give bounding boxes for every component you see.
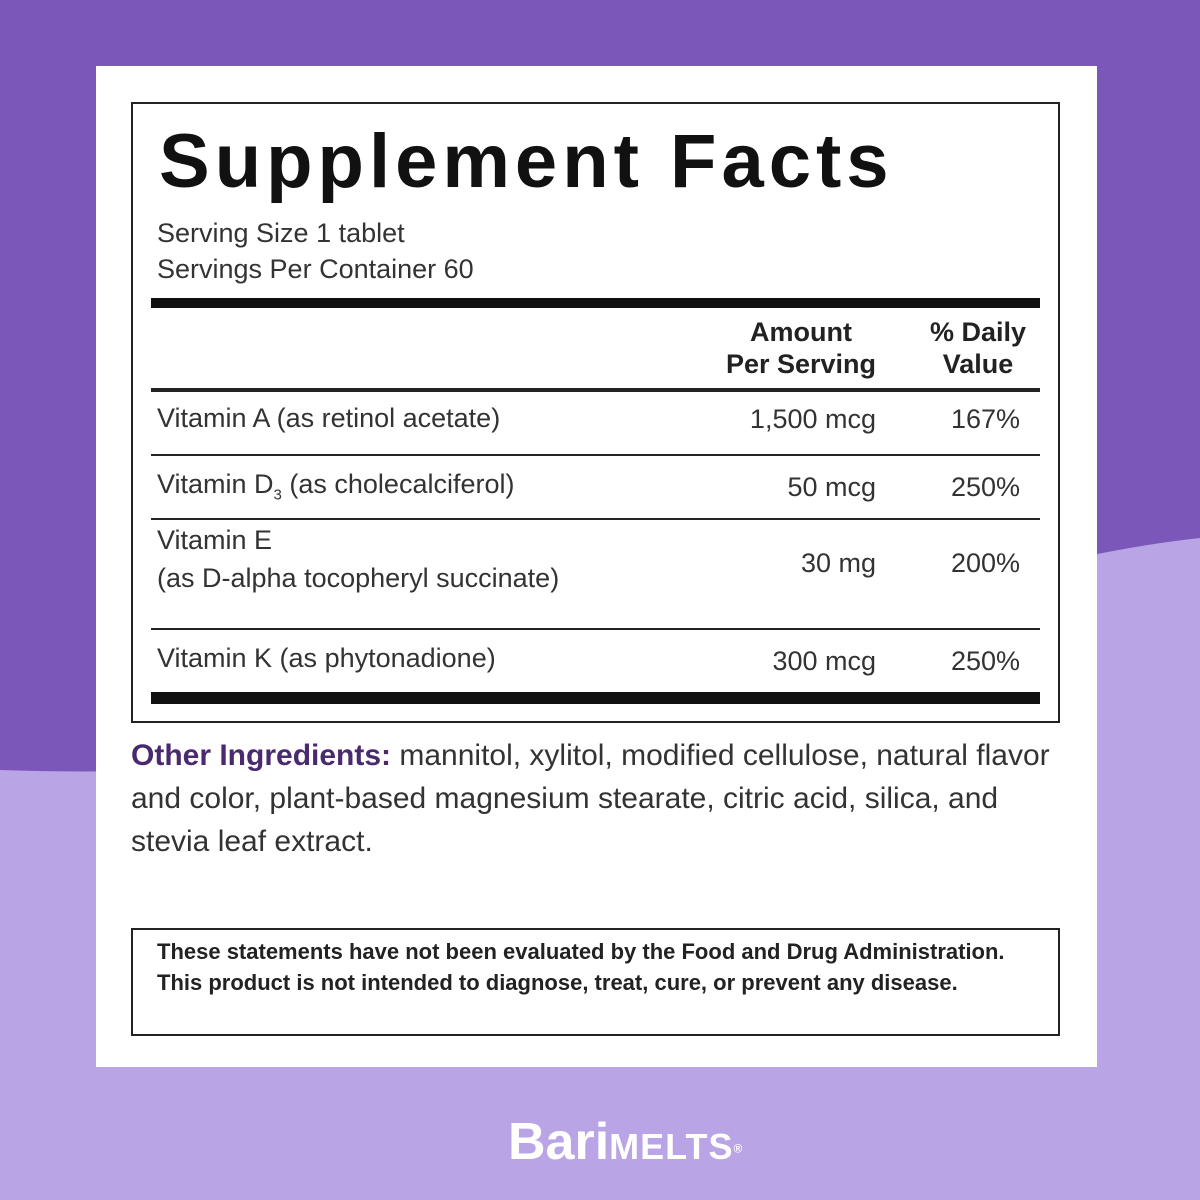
divider <box>151 518 1040 520</box>
serving-size: Serving Size 1 tablet <box>157 218 405 248</box>
table-row: Vitamin E (as D-alpha tocopheryl succina… <box>151 520 1040 628</box>
thick-divider <box>151 692 1040 704</box>
registered-mark: ® <box>733 1141 743 1156</box>
logo-part: Bari <box>508 1113 610 1171</box>
dv-header-line2: Value <box>942 349 1014 379</box>
label-card: Supplement Facts Serving Size 1 tablet S… <box>96 66 1097 1067</box>
divider <box>151 388 1040 392</box>
amount-header: Amount Per Serving <box>711 316 891 380</box>
table-row: Vitamin A (as retinol acetate) 1,500 mcg… <box>151 394 1040 454</box>
amount: 300 mcg <box>772 646 876 676</box>
supplement-facts-panel: Supplement Facts Serving Size 1 tablet S… <box>131 102 1060 723</box>
daily-value-header: % Daily Value <box>913 316 1043 380</box>
fda-disclaimer: These statements have not been evaluated… <box>131 928 1060 1036</box>
nutrient-name: Vitamin A (as retinol acetate) <box>157 403 501 433</box>
logo-part: MELTS <box>609 1126 734 1167</box>
name-part: Vitamin D <box>157 469 274 499</box>
amount: 30 mg <box>800 548 876 578</box>
nutrient-name: Vitamin E <box>157 525 273 555</box>
amount: 50 mcg <box>787 472 876 502</box>
table-row: Vitamin D3 (as cholecalciferol) 50 mcg 2… <box>151 456 1040 518</box>
daily-value: 167% <box>950 404 1020 434</box>
amount-header-line2: Per Serving <box>725 349 877 379</box>
daily-value: 250% <box>950 472 1020 502</box>
table-row: Vitamin K (as phytonadione) 300 mcg 250% <box>151 630 1040 690</box>
name-part: (as cholecalciferol) <box>281 469 515 499</box>
other-ingredients-label: Other Ingredients: <box>131 739 392 772</box>
daily-value: 200% <box>950 548 1020 578</box>
servings-per-container: Servings Per Container 60 <box>157 254 474 284</box>
amount-header-line1: Amount <box>750 317 852 347</box>
divider <box>151 454 1040 456</box>
amount: 1,500 mcg <box>749 404 876 434</box>
other-ingredients-text: mannitol, xylitol, modified cellulose, n… <box>131 739 1050 858</box>
dv-header-line1: % Daily <box>929 317 1027 347</box>
daily-value: 250% <box>950 646 1020 676</box>
nutrient-name: Vitamin K (as phytonadione) <box>157 643 496 673</box>
other-ingredients: Other Ingredients: mannitol, xylitol, mo… <box>131 734 1051 863</box>
barimelts-logo: BariMELTS® <box>508 1112 742 1172</box>
nutrient-source: (as D-alpha tocopheryl succinate) <box>157 563 560 593</box>
facts-title: Supplement Facts <box>159 119 894 204</box>
divider <box>151 628 1040 630</box>
thick-divider <box>151 298 1040 308</box>
subscript: 3 <box>273 486 282 504</box>
nutrient-name: Vitamin D3 (as cholecalciferol) <box>157 464 514 515</box>
